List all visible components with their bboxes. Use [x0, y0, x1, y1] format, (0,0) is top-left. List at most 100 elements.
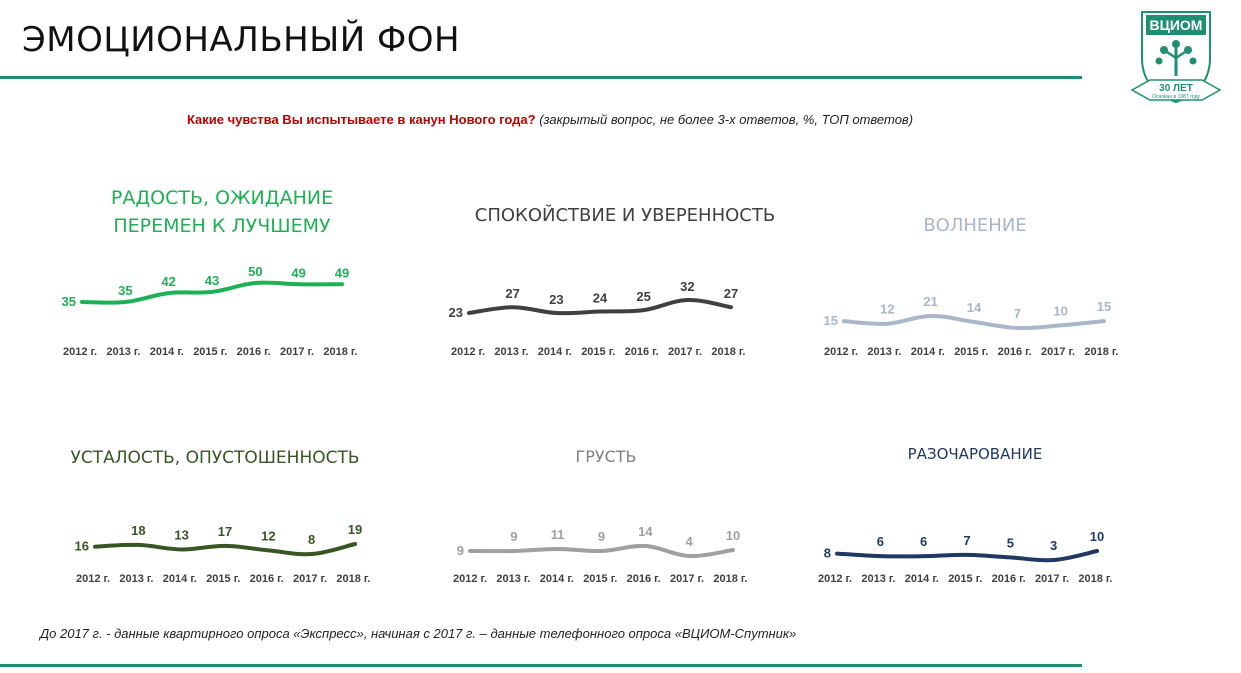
x-tick-label: 2016 г. [998, 346, 1032, 358]
chart-title-calm: СПОКОЙСТВИЕ И УВЕРЕННОСТЬ [430, 202, 820, 230]
x-tick-label: 2017 г. [1035, 573, 1069, 585]
data-label: 18 [131, 523, 145, 538]
series-line-sadness [468, 543, 735, 559]
x-tick-label: 2018 г. [1078, 573, 1112, 585]
x-tick-label: 2016 г. [992, 573, 1026, 585]
question-text: Какие чувства Вы испытываете в канун Нов… [186, 112, 536, 127]
chart-anxiety: 15 12 21 14 7 10 15 2012 г. 2013 г. 2014 г. 2015 г… [824, 294, 1119, 358]
series-line-anxiety [842, 313, 1106, 331]
x-tick-label: 2012 г. [824, 346, 858, 358]
data-label: 15 [1097, 299, 1111, 314]
x-tick-label: 2014 г. [538, 346, 572, 358]
x-tick-label: 2017 г. [1041, 346, 1075, 358]
x-tick-label: 2013 г. [494, 346, 528, 358]
series-line-disappointment [835, 549, 1099, 563]
page-title: ЭМОЦИОНАЛЬНЫЙ ФОН [22, 20, 461, 60]
data-label: 43 [205, 273, 219, 288]
data-label: 49 [335, 265, 349, 280]
chart-title-line: ГРУСТЬ [575, 447, 637, 466]
data-label: 16 [75, 539, 89, 554]
x-tick-label: 2017 г. [293, 573, 327, 585]
chart-joy: 35 35 42 43 50 49 49 2012 г. 2013 г. 2014 г. 2015 … [62, 264, 358, 358]
x-tick-label: 2013 г. [119, 573, 153, 585]
data-label: 7 [1014, 306, 1021, 321]
data-label: 6 [877, 534, 884, 549]
data-label: 12 [261, 528, 275, 543]
x-tick-label: 2014 г. [540, 573, 574, 585]
data-label: 6 [920, 534, 927, 549]
x-tick-label: 2016 г. [237, 346, 271, 358]
data-label: 42 [161, 274, 175, 289]
chart-title-line: РАДОСТЬ, ОЖИДАНИЕ [110, 187, 334, 209]
logo-founded: Основан в 1987 году [1152, 94, 1200, 100]
data-label: 35 [118, 283, 132, 298]
x-tick-label: 2013 г. [106, 346, 140, 358]
data-label: 10 [1053, 303, 1067, 318]
x-tick-label: 2015 г. [583, 573, 617, 585]
x-tick-label: 2012 г. [453, 573, 487, 585]
x-tick-label: 2016 г. [250, 573, 284, 585]
data-label: 15 [824, 313, 838, 328]
x-tick-label: 2012 г. [63, 346, 97, 358]
data-label: 25 [636, 289, 650, 304]
data-label: 49 [291, 265, 305, 280]
data-label: 4 [686, 534, 694, 549]
data-label: 23 [449, 305, 463, 320]
footer-divider [0, 664, 1082, 667]
data-label: 9 [457, 543, 464, 558]
x-tick-label: 2016 г. [627, 573, 661, 585]
x-tick-label: 2015 г. [206, 573, 240, 585]
chart-title-joy: РАДОСТЬ, ОЖИДАНИЕ ПЕРЕМЕН К ЛУЧШЕМУ [62, 184, 382, 240]
data-label: 9 [510, 529, 517, 544]
x-tick-label: 2012 г. [451, 346, 485, 358]
series-line-fatigue [93, 542, 357, 557]
data-label: 14 [967, 300, 982, 315]
chart-title-disappointment: РАЗОЧАРОВАНИЕ [860, 440, 1090, 468]
data-label: 19 [348, 522, 362, 537]
question-note: (закрытый вопрос, не более 3-х ответов, … [539, 112, 914, 127]
chart-title-line: СПОКОЙСТВИЕ И УВЕРЕННОСТЬ [474, 205, 776, 226]
data-label: 10 [1090, 529, 1104, 544]
data-label: 50 [248, 264, 262, 279]
data-label: 11 [551, 527, 565, 542]
series-line-calm [467, 297, 733, 316]
chart-calm: 23 27 23 24 25 32 27 2012 г. 2013 г. 2014 г. 2015 … [449, 279, 746, 358]
vciom-logo: ВЦИОМ 30 ЛЕТ Основан в 1987 году [1130, 11, 1222, 104]
data-label: 7 [963, 533, 970, 548]
data-label: 32 [680, 279, 694, 294]
x-tick-label: 2014 г. [150, 346, 184, 358]
x-tick-label: 2015 г. [581, 346, 615, 358]
data-label: 23 [549, 292, 563, 307]
x-tick-label: 2012 г. [76, 573, 110, 585]
data-label: 5 [1007, 535, 1014, 550]
data-label: 8 [824, 546, 831, 561]
chart-title-anxiety: ВОЛНЕНИЕ [860, 212, 1090, 240]
x-tick-label: 2013 г. [496, 573, 530, 585]
data-label: 13 [174, 527, 188, 542]
x-tick-label: 2015 г. [954, 346, 988, 358]
data-label: 12 [880, 302, 894, 317]
x-tick-label: 2018 г. [336, 573, 370, 585]
x-tick-label: 2013 г. [861, 573, 895, 585]
x-tick-label: 2018 г. [713, 573, 747, 585]
data-label: 35 [62, 294, 76, 309]
data-label: 9 [598, 529, 605, 544]
x-tick-label: 2015 г. [948, 573, 982, 585]
x-tick-label: 2018 г. [323, 346, 357, 358]
chart-title-line: УСТАЛОСТЬ, ОПУСТОШЕННОСТЬ [70, 448, 360, 468]
x-tick-label: 2018 г. [1084, 346, 1118, 358]
logo-name: ВЦИОМ [1150, 17, 1203, 33]
x-tick-label: 2018 г. [711, 346, 745, 358]
x-tick-label: 2017 г. [668, 346, 702, 358]
x-tick-label: 2014 г. [905, 573, 939, 585]
x-tick-label: 2016 г. [625, 346, 659, 358]
data-label: 17 [218, 524, 232, 539]
chart-disappointment: 8 6 6 7 5 3 10 2012 г. 2013 г. 2014 г. 2015 г. 2016… [818, 529, 1112, 585]
data-label: 10 [726, 528, 740, 543]
data-label: 3 [1050, 538, 1057, 553]
header-divider [0, 76, 1082, 79]
chart-title-line: ВОЛНЕНИЕ [923, 215, 1027, 236]
chart-sadness: 9 9 11 9 14 4 10 2012 г. 2013 г. 2014 г. 2015 г. 20… [453, 524, 747, 585]
x-tick-label: 2014 г. [911, 346, 945, 358]
